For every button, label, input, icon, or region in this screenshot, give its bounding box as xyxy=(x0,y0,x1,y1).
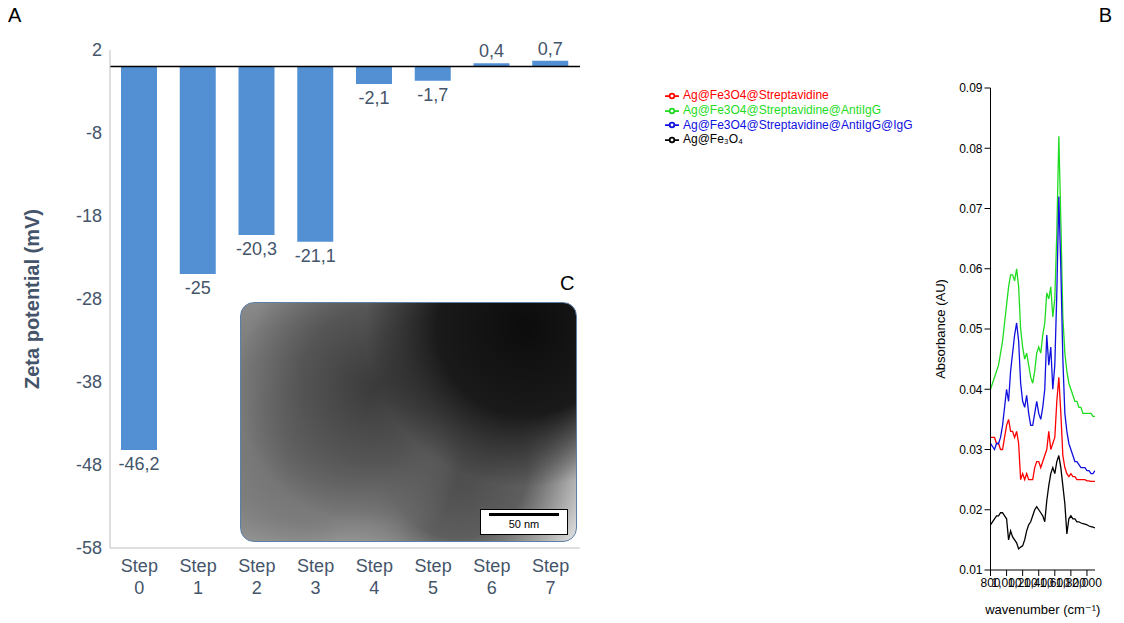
svg-text:-25: -25 xyxy=(185,278,211,298)
svg-text:-1,7: -1,7 xyxy=(417,85,448,105)
svg-text:0.07: 0.07 xyxy=(959,202,983,216)
html-text:Ag@Fe3O4@Streptavidine@AntiIgG: Ag@Fe3O4@Streptavidine@AntiIgG@IgG xyxy=(683,117,913,132)
svg-text:0.04: 0.04 xyxy=(959,383,983,397)
html-text:Ag@Fe3O4@Streptavidine: Ag@Fe3O4@Streptavidine xyxy=(683,88,829,102)
svg-text:Step7: Step7 xyxy=(532,556,569,598)
svg-text:-18: -18 xyxy=(76,206,102,226)
svg-text:Zeta potential (mV): Zeta potential (mV) xyxy=(21,209,43,389)
svg-text:0.02: 0.02 xyxy=(959,503,983,517)
svg-text:Step3: Step3 xyxy=(297,556,334,598)
svg-text:0.09: 0.09 xyxy=(959,81,983,95)
svg-text:2: 2 xyxy=(92,40,102,60)
svg-text:Step5: Step5 xyxy=(415,556,452,598)
svg-text:0.08: 0.08 xyxy=(959,142,983,156)
html-text:Ag@Fe3O4@Streptavidine@AntiIgG: Ag@Fe3O4@Streptavidine@AntiIgG xyxy=(683,102,881,117)
svg-text:-58: -58 xyxy=(76,538,102,558)
svg-text:0,4: 0,4 xyxy=(479,41,504,61)
svg-text:0.05: 0.05 xyxy=(959,322,983,336)
svg-text:0.03: 0.03 xyxy=(959,443,983,457)
svg-text:0.01: 0.01 xyxy=(959,563,983,577)
html-text:50 nm: 50 nm xyxy=(508,518,540,530)
html-text:A: A xyxy=(8,4,22,26)
svg-text:-21,1: -21,1 xyxy=(295,246,336,266)
svg-text:-28: -28 xyxy=(76,289,102,309)
svg-text:0,7: 0,7 xyxy=(538,39,563,59)
svg-text:Step1: Step1 xyxy=(180,556,217,598)
svg-text:Step4: Step4 xyxy=(356,556,393,598)
svg-text:Step6: Step6 xyxy=(473,556,510,598)
svg-text:-20,3: -20,3 xyxy=(236,239,277,259)
svg-text:-48: -48 xyxy=(76,455,102,475)
svg-text:0.06: 0.06 xyxy=(959,262,983,276)
svg-text:Step2: Step2 xyxy=(238,556,275,598)
svg-text:wavenumber (cm⁻¹): wavenumber (cm⁻¹) xyxy=(984,602,1100,617)
svg-text:Step0: Step0 xyxy=(121,556,158,598)
html-text:C: C xyxy=(560,272,575,294)
svg-text:-2,1: -2,1 xyxy=(358,88,389,108)
svg-text:-46,2: -46,2 xyxy=(118,454,159,474)
svg-text:Absorbance (AU): Absorbance (AU) xyxy=(933,279,948,379)
html-text:B: B xyxy=(1098,4,1112,26)
svg-text:-38: -38 xyxy=(76,372,102,392)
html-text:Ag@Fe₃O₄: Ag@Fe₃O₄ xyxy=(683,132,743,147)
svg-text:2,000: 2,000 xyxy=(1072,576,1102,590)
svg-text:-8: -8 xyxy=(86,123,102,143)
